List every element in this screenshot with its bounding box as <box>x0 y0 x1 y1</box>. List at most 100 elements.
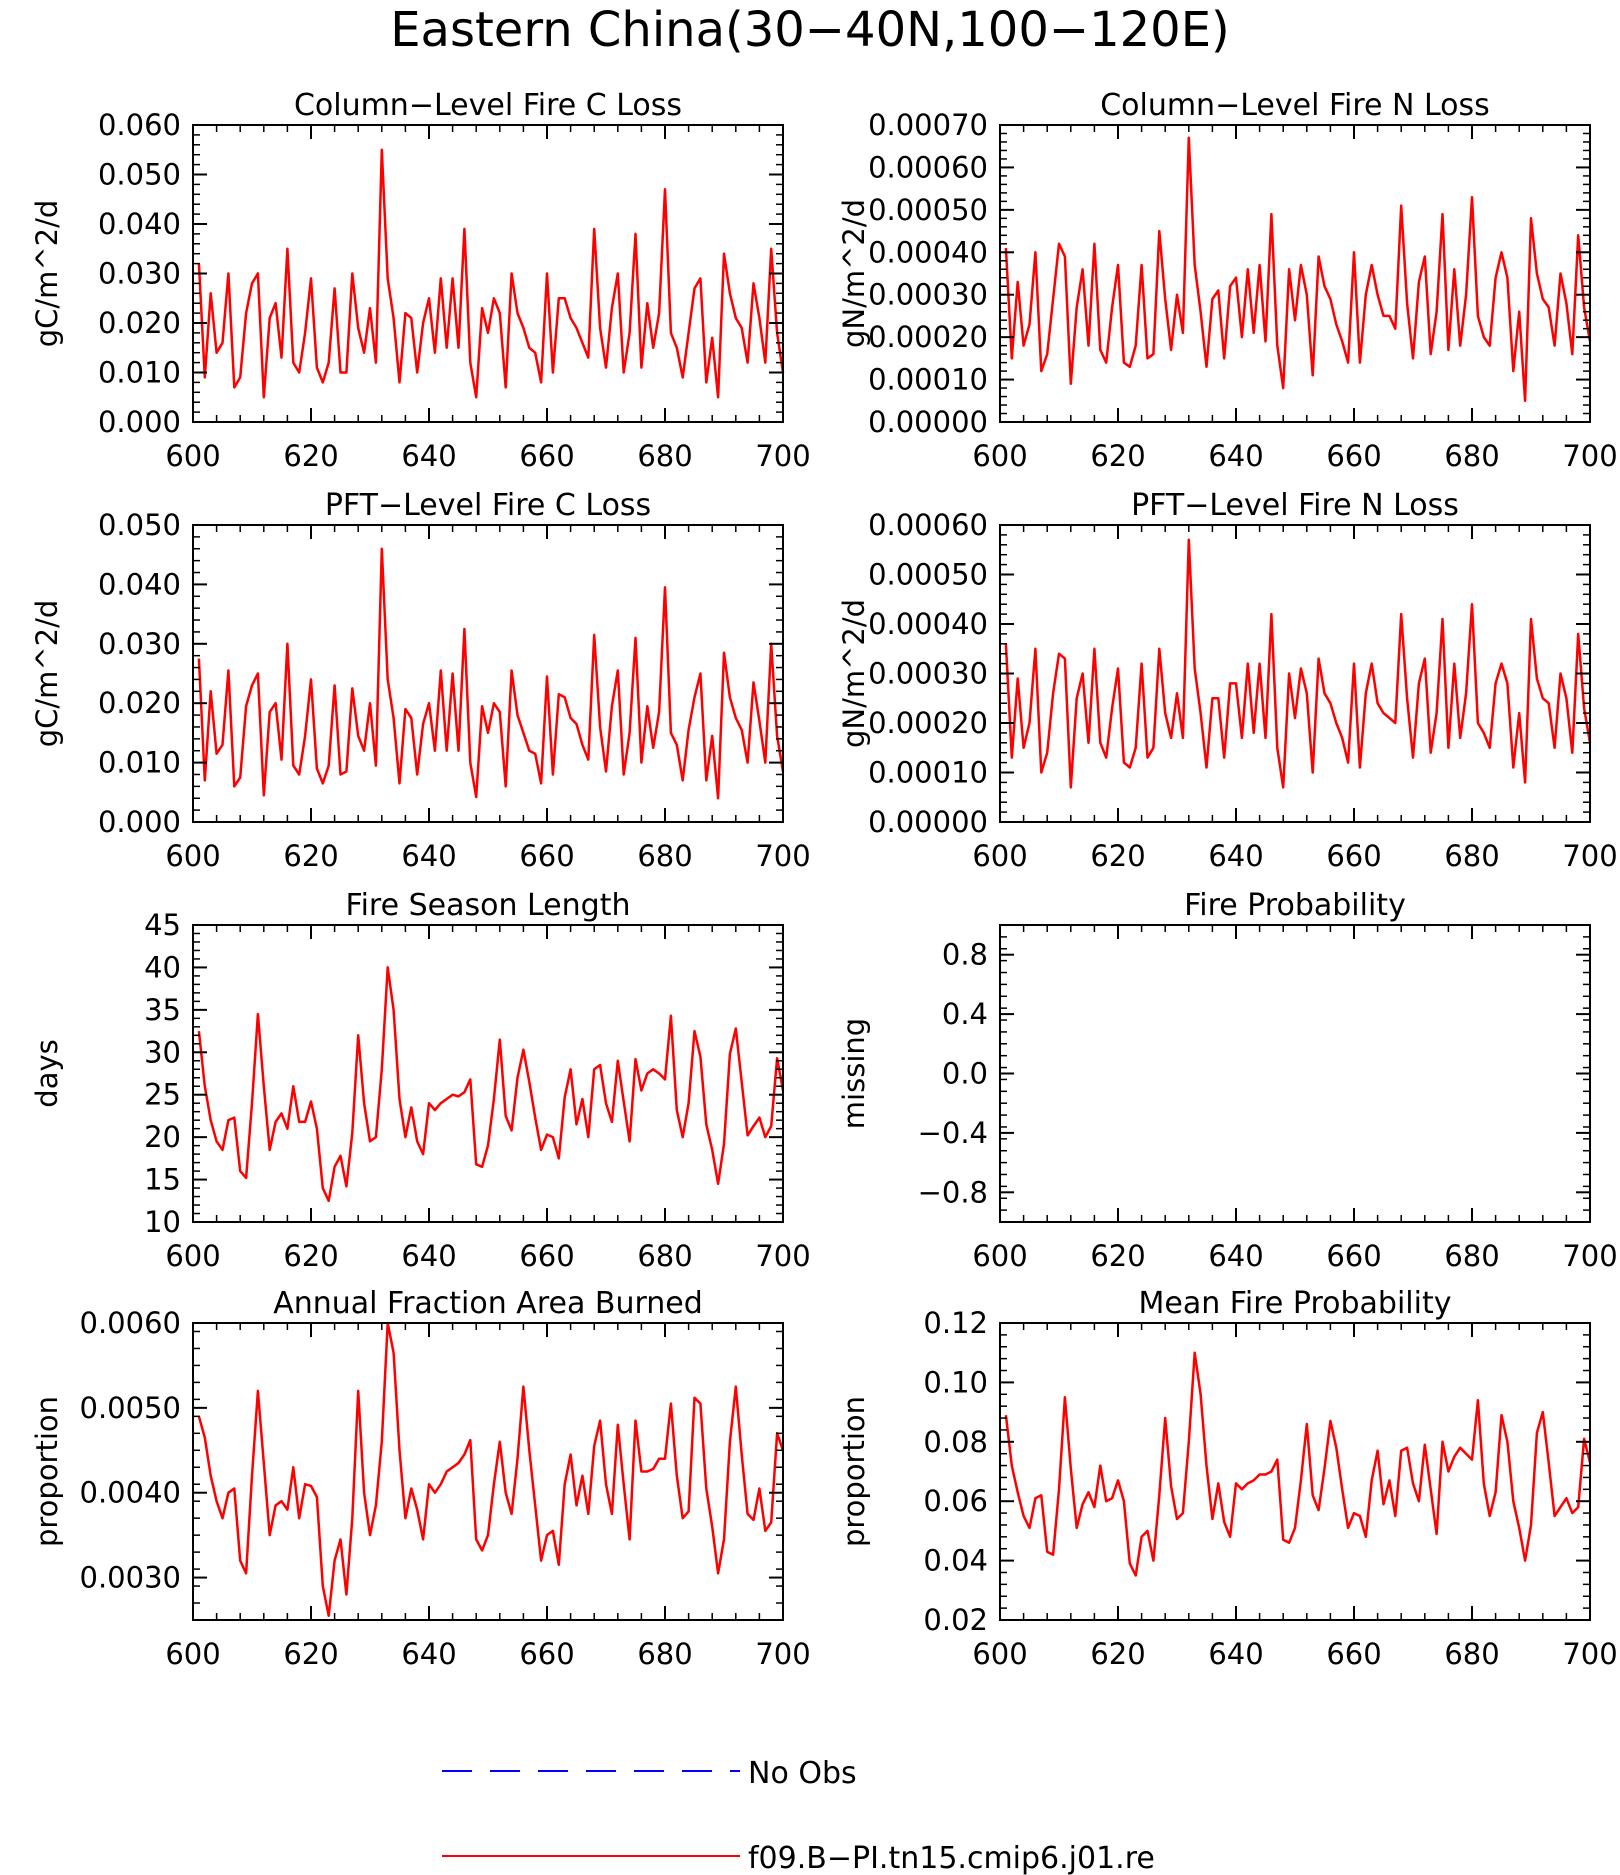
x-tick-label: 700 <box>755 439 810 473</box>
y-tick-label: 0.050 <box>98 508 181 542</box>
y-tick-label: 35 <box>144 993 181 1027</box>
y-tick-label: 10 <box>144 1205 181 1239</box>
y-tick-label: 0.00020 <box>868 320 988 354</box>
chart-column-level-fire-c-loss: 600 620 640 660 680 700 0.000 0.010 0.020 0.030 0.… <box>30 88 811 473</box>
x-tick-label: 700 <box>755 1239 810 1273</box>
plot-frame <box>192 924 784 1223</box>
x-tick-label: 660 <box>1326 1637 1381 1671</box>
y-tick-label: 0.040 <box>98 567 181 601</box>
y-tick-label: 0.040 <box>98 207 181 241</box>
y-tick-label: 0.00040 <box>868 235 988 269</box>
plot-frame <box>192 124 784 423</box>
y-tick-label: 0.030 <box>98 257 181 291</box>
y-tick-label: 0.00000 <box>868 405 988 439</box>
x-tick-label: 600 <box>165 839 220 873</box>
x-tick-label: 660 <box>519 839 574 873</box>
chart-title: Mean Fire Probability <box>1139 1286 1452 1321</box>
y-tick-label: 20 <box>144 1120 181 1154</box>
x-tick-label: 700 <box>755 839 810 873</box>
x-tick-label: 620 <box>1090 1239 1145 1273</box>
y-tick-label: 0.00020 <box>868 706 988 740</box>
legend: No Obs f09.B−PI.tn15.cmip6.j01.re <box>442 1756 1155 1875</box>
y-tick-label: 0.010 <box>98 356 181 390</box>
series-line-mean-fire-probability-0 <box>1004 1351 1592 1577</box>
y-tick-label: 0.00050 <box>868 193 988 227</box>
x-tick-label: 640 <box>401 1239 456 1273</box>
y-tick-label: 45 <box>144 908 181 942</box>
x-tick-label: 700 <box>1562 439 1617 473</box>
y-tick-label: 0.060 <box>98 108 181 142</box>
chart-title: Column−Level Fire N Loss <box>1100 88 1490 123</box>
y-tick-label: 0.00030 <box>868 657 988 691</box>
legend-obs-label: No Obs <box>748 1756 857 1791</box>
y-axis-label: proportion <box>837 1396 871 1547</box>
y-tick-label: 0.010 <box>98 746 181 780</box>
y-tick-label: 0.06 <box>923 1484 988 1518</box>
x-tick-label: 640 <box>1208 839 1263 873</box>
x-tick-label: 660 <box>519 439 574 473</box>
x-tick-label: 640 <box>401 439 456 473</box>
x-tick-label: 680 <box>637 1239 692 1273</box>
chart-title: PFT−Level Fire N Loss <box>1131 488 1459 523</box>
x-tick-label: 600 <box>165 1637 220 1671</box>
chart-fire-season-length: 600 620 640 660 680 700 10 15 20 25 30 35 40 45 Fire S… <box>30 888 811 1273</box>
y-tick-label: 25 <box>144 1078 181 1112</box>
x-tick-label: 640 <box>401 1637 456 1671</box>
y-tick-label: 40 <box>144 950 181 984</box>
y-tick-label: 0.8 <box>942 938 988 972</box>
y-tick-label: 0.12 <box>923 1306 988 1340</box>
x-tick-label: 660 <box>519 1637 574 1671</box>
y-axis-label: proportion <box>30 1396 64 1547</box>
chart-column-level-fire-n-loss: 600 620 640 660 680 700 0.00000 0.00010 0.00020 0… <box>837 88 1618 473</box>
x-tick-label: 640 <box>1208 1637 1263 1671</box>
x-tick-label: 620 <box>1090 839 1145 873</box>
x-tick-label: 600 <box>972 839 1027 873</box>
y-tick-label: 0.08 <box>923 1425 988 1459</box>
x-tick-label: 680 <box>1444 1239 1499 1273</box>
y-tick-label: 0.00010 <box>868 756 988 790</box>
y-tick-label: 0.000 <box>98 805 181 839</box>
x-tick-label: 620 <box>1090 1637 1145 1671</box>
chart-title: Annual Fraction Area Burned <box>273 1286 703 1321</box>
x-tick-label: 680 <box>1444 1637 1499 1671</box>
x-tick-label: 660 <box>1326 1239 1381 1273</box>
y-tick-label: 0.4 <box>942 997 988 1031</box>
x-tick-label: 700 <box>1562 1637 1617 1671</box>
y-tick-label: 0.02 <box>923 1603 988 1637</box>
x-tick-label: 660 <box>1326 439 1381 473</box>
chart-pft-level-fire-c-loss: 600 620 640 660 680 700 0.000 0.010 0.020 0.030 0.… <box>30 488 811 873</box>
x-tick-label: 700 <box>1562 1239 1617 1273</box>
y-tick-label: 0.04 <box>923 1544 988 1578</box>
x-tick-label: 660 <box>519 1239 574 1273</box>
x-tick-label: 700 <box>1562 839 1617 873</box>
series-line-column-level-fire-n-loss-0 <box>1004 136 1592 403</box>
chart-fire-probability: 600 620 640 660 680 700 −0.8 −0.4 0.0 0.4 0.8 Fire … <box>837 888 1618 1273</box>
chart-panels: 600 620 640 660 680 700 0.000 0.010 0.0 20 0.030 0.… <box>30 88 1618 1671</box>
x-tick-label: 620 <box>283 1637 338 1671</box>
figure-title: Eastern China(30−40N,100−120E) <box>390 2 1230 58</box>
y-tick-label: 15 <box>144 1163 181 1197</box>
plot-frame <box>999 1322 1591 1621</box>
plot-frame <box>192 524 784 823</box>
y-axis-label: missing <box>837 1018 871 1129</box>
series-line-column-level-fire-c-loss-0 <box>197 148 785 399</box>
y-tick-label: 0.000 <box>98 405 181 439</box>
y-tick-label: 0.10 <box>923 1365 988 1399</box>
y-tick-label: 0.0 <box>942 1057 988 1091</box>
legend-model-label: f09.B−PI.tn15.cmip6.j01.re <box>748 1841 1155 1875</box>
y-tick-label: 0.00050 <box>868 558 988 592</box>
x-tick-label: 700 <box>755 1637 810 1671</box>
y-axis-label: gC/m^2/d <box>30 200 64 348</box>
y-axis-label: gN/m^2/d <box>837 599 871 748</box>
y-tick-label: 0.00040 <box>868 607 988 641</box>
plot-frame <box>192 1322 784 1621</box>
x-tick-label: 600 <box>972 1637 1027 1671</box>
y-tick-label: 0.0040 <box>80 1476 181 1510</box>
x-tick-label: 680 <box>637 1637 692 1671</box>
y-tick-label: 0.0060 <box>80 1306 181 1340</box>
x-tick-label: 680 <box>1444 839 1499 873</box>
y-tick-label: 0.00060 <box>868 150 988 184</box>
y-tick-label: 30 <box>144 1035 181 1069</box>
y-tick-label: 0.00070 <box>868 108 988 142</box>
x-tick-label: 620 <box>1090 439 1145 473</box>
